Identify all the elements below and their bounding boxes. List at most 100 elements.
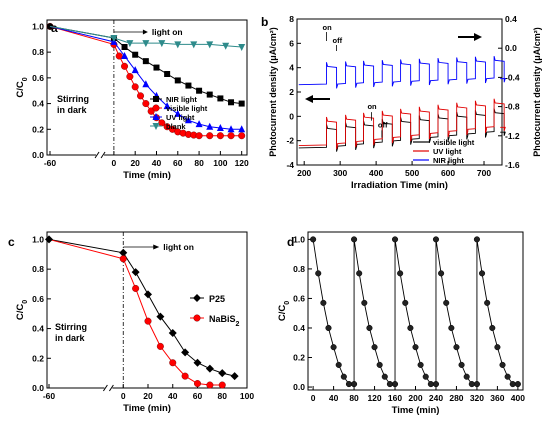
axis-break-mark [108, 384, 114, 392]
y-tick-label: 0.6 [32, 73, 44, 83]
y-right-tick-label: -1.6 [505, 160, 520, 170]
series-line-NIR-light [298, 55, 506, 89]
data-point [335, 361, 342, 368]
x-tick-label: 500 [405, 168, 419, 178]
series-line-cycles [312, 239, 518, 385]
light-on-arrowhead [142, 29, 148, 35]
data-point [174, 109, 182, 117]
y-tick-label: 6 [289, 38, 294, 48]
panel-label: d [287, 235, 294, 249]
x-tick-label: 300 [333, 168, 347, 178]
data-point [137, 92, 145, 100]
stirring-label: Stirring [55, 322, 87, 332]
data-point [181, 348, 190, 357]
data-point [402, 299, 409, 306]
legend-label-sub: 2 [236, 321, 240, 328]
y-right-tick-label: -0.8 [505, 102, 520, 112]
y-axis-label: C/C0 [277, 301, 291, 321]
data-point [121, 44, 128, 50]
data-point [222, 42, 230, 50]
data-point [174, 77, 181, 84]
off-label: off [333, 36, 343, 45]
data-point [195, 132, 203, 140]
y-tick-label: -4 [286, 160, 294, 170]
legend-label-main: NaBiS [209, 314, 236, 324]
legend-marker [152, 113, 160, 120]
data-point [386, 381, 393, 388]
data-point [391, 236, 399, 243]
data-point [494, 344, 501, 351]
data-point [206, 122, 214, 130]
y-tick-label: 2 [289, 87, 294, 97]
data-point [195, 120, 203, 128]
stirring-label-2: in dark [55, 333, 86, 343]
data-point [484, 299, 491, 306]
axis-break-mark [102, 384, 108, 392]
data-point [361, 299, 368, 306]
y-tick-label: 0.4 [32, 324, 44, 334]
data-point [193, 358, 202, 367]
data-point [142, 80, 150, 88]
panel-d: 0 40 80 120 160 200 240 280 320 360 400 0.0 0.2 0.4 0.… [277, 231, 525, 416]
data-point [131, 268, 140, 277]
axis-break-gap [104, 385, 113, 391]
x-axis-label: Irradiation Time (min) [351, 180, 448, 191]
y-axis-label-sub: 0 [22, 300, 29, 304]
x-tick-label: 80 [218, 391, 228, 401]
data-point [45, 235, 53, 244]
x-axis-label: Time (min) [123, 403, 171, 414]
data-point [110, 35, 118, 42]
axis-break-mark [100, 151, 106, 159]
legend-label: P25 [209, 294, 225, 304]
y-tick-label: 0.0 [32, 383, 44, 393]
y-tick-label: 1.0 [32, 234, 44, 244]
y-axis-label-main: C/C [15, 304, 26, 321]
data-point [184, 116, 192, 124]
y-tick-label: 0.8 [32, 47, 44, 57]
x-tick-label: 80 [349, 393, 359, 403]
data-point [158, 40, 166, 48]
series-line-visible-light [298, 108, 506, 152]
data-point [206, 91, 213, 98]
data-point [163, 102, 171, 110]
y-tick-label: 0.2 [32, 353, 44, 363]
data-point [468, 381, 475, 388]
y-right-axis-label: Photocurrent density (μA/cm²) [532, 27, 542, 157]
x-tick-label: 80 [194, 158, 204, 168]
data-point [330, 344, 337, 351]
series-line-UV-light [298, 98, 506, 150]
right-axis-arrowhead [474, 33, 482, 41]
data-point [205, 364, 214, 373]
x-tick-label: 400 [511, 393, 525, 403]
x-tick-label: -60 [43, 391, 56, 401]
x-axis-label: Time (min) [392, 405, 440, 416]
x-tick-label: 0 [112, 158, 117, 168]
x-tick-label: 240 [429, 393, 443, 403]
x-tick-label: 200 [408, 393, 422, 403]
series-line-NaBiS2 [48, 238, 223, 386]
y-axis-label-sub: 0 [284, 301, 291, 305]
data-point [206, 41, 214, 49]
data-point [320, 299, 327, 306]
legend-marker [193, 314, 201, 322]
data-point [238, 132, 246, 140]
y-tick-label: 0.8 [32, 264, 44, 274]
data-point [238, 44, 246, 51]
data-point [417, 361, 424, 368]
panel-label: b [261, 15, 268, 29]
data-point [185, 82, 192, 89]
legend-label: UV light [166, 113, 195, 122]
off-label-2: off [378, 120, 388, 129]
data-point [132, 284, 140, 292]
on-label: on [322, 23, 332, 32]
x-axis-label: Time (min) [123, 170, 171, 181]
light-on-label: light on [163, 242, 194, 252]
data-point [131, 83, 139, 91]
data-point [206, 381, 214, 389]
x-tick-label: 160 [388, 393, 402, 403]
y-tick-label: 4 [289, 63, 294, 73]
x-tick-label: 120 [235, 158, 249, 168]
axis-break-gap [96, 152, 105, 158]
data-point [144, 290, 152, 299]
data-point [478, 270, 486, 277]
